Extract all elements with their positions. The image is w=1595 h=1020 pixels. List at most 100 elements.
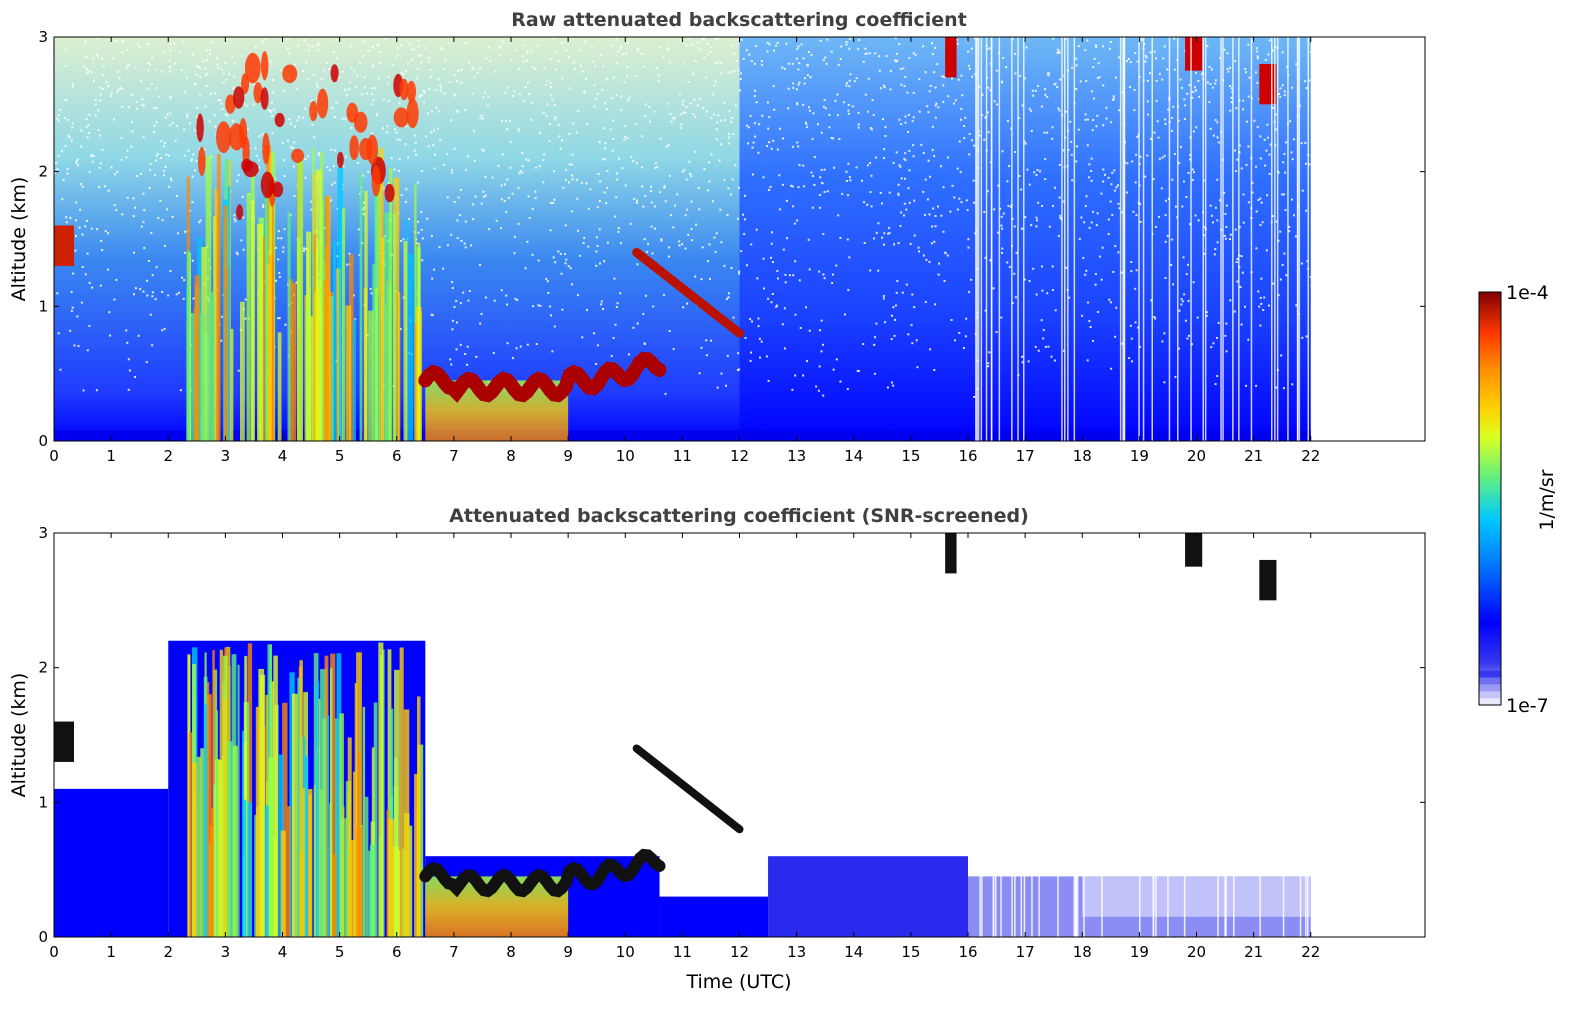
- raw-descending-cloud: [632, 247, 744, 338]
- raw-low-cloud: [54, 225, 74, 266]
- panel-raw-heatmap: [54, 37, 1313, 441]
- raw-cirrus: [1259, 63, 1277, 105]
- x-tick-label: 22: [1301, 447, 1320, 465]
- x-tick-label: 7: [449, 447, 459, 465]
- screened-descending-cloud: [632, 744, 744, 834]
- panel-screened: Attenuated backscattering coefficient (S…: [8, 505, 1426, 993]
- x-tick-label: 4: [278, 943, 288, 961]
- x-tick-label: 1: [106, 943, 116, 961]
- x-tick-label: 12: [730, 447, 749, 465]
- panel-screened-xlabel: Time (UTC): [685, 971, 791, 993]
- colorbar-band: [1479, 698, 1501, 705]
- x-tick-label: 8: [506, 943, 516, 961]
- colorbar: 1e-4 1e-7 1/m/sr: [1478, 282, 1558, 717]
- x-tick-label: 8: [506, 447, 516, 465]
- x-tick-label: 14: [844, 943, 863, 961]
- panel-screened-title: Attenuated backscattering coefficient (S…: [449, 505, 1029, 527]
- colorbar-gradient: [1479, 292, 1501, 705]
- colorbar-band: [1479, 691, 1501, 699]
- screened-region: [768, 856, 968, 937]
- x-tick-label: 20: [1187, 943, 1206, 961]
- y-tick-label: 1: [38, 793, 48, 811]
- x-tick-label: 3: [221, 447, 231, 465]
- screened-cirrus: [1259, 559, 1277, 601]
- x-tick-label: 12: [730, 943, 749, 961]
- x-tick-label: 16: [958, 447, 977, 465]
- x-tick-label: 9: [563, 447, 573, 465]
- y-tick-label: 2: [38, 659, 48, 677]
- x-tick-label: 13: [787, 447, 806, 465]
- x-tick-label: 18: [1073, 447, 1092, 465]
- x-tick-label: 9: [563, 943, 573, 961]
- x-tick-label: 21: [1244, 447, 1263, 465]
- colorbar-band: [1479, 684, 1501, 692]
- raw-plume-streaks: [186, 145, 422, 441]
- x-tick-label: 5: [335, 447, 345, 465]
- x-tick-label: 17: [1016, 943, 1035, 961]
- x-tick-label: 3: [221, 943, 231, 961]
- colorbar-frame: [1478, 291, 1502, 706]
- y-tick-label: 3: [38, 28, 48, 46]
- screened-light-zone: [1082, 876, 1311, 917]
- raw-ground-strip: [54, 430, 1311, 441]
- x-tick-label: 15: [901, 943, 920, 961]
- x-tick-label: 1: [106, 447, 116, 465]
- panel-screened-heatmap: [54, 533, 1311, 937]
- colorbar-band: [1479, 670, 1501, 678]
- x-tick-label: 6: [392, 447, 402, 465]
- x-tick-label: 7: [449, 943, 459, 961]
- raw-cirrus: [1185, 37, 1203, 71]
- x-tick-label: 2: [163, 943, 173, 961]
- screened-gaps: [979, 869, 1309, 937]
- x-tick-label: 14: [844, 447, 863, 465]
- x-tick-label: 18: [1073, 943, 1092, 961]
- screened-plume-streaks: [187, 642, 424, 937]
- screened-region: [54, 788, 169, 937]
- colorbar-bands: [1479, 670, 1501, 705]
- panel-raw-ylabel: Altitude (km): [8, 177, 30, 302]
- x-tick-label: 22: [1301, 943, 1320, 961]
- y-tick-label: 2: [38, 163, 48, 181]
- raw-cirrus: [945, 37, 957, 78]
- screened-bl-top: [419, 848, 666, 898]
- colorbar-unit-label: 1/m/sr: [1536, 469, 1558, 530]
- screened-cirrus: [1185, 533, 1203, 567]
- x-tick-label: 17: [1016, 447, 1035, 465]
- x-tick-label: 13: [787, 943, 806, 961]
- colorbar-max-label: 1e-4: [1506, 282, 1549, 304]
- colorbar-min-label: 1e-7: [1506, 695, 1549, 717]
- screened-low-cloud: [54, 721, 74, 762]
- x-tick-label: 6: [392, 943, 402, 961]
- x-tick-label: 21: [1244, 943, 1263, 961]
- raw-background-right: [739, 37, 1311, 441]
- x-tick-label: 2: [163, 447, 173, 465]
- colorbar-band: [1479, 677, 1501, 685]
- x-tick-label: 19: [1130, 447, 1149, 465]
- x-tick-label: 5: [335, 943, 345, 961]
- x-tick-label: 0: [49, 943, 59, 961]
- panel-raw-title: Raw attenuated backscattering coefficien…: [511, 9, 967, 31]
- y-tick-label: 0: [38, 928, 48, 946]
- raw-bl-top: [418, 351, 667, 403]
- y-tick-label: 1: [38, 297, 48, 315]
- x-tick-label: 16: [958, 943, 977, 961]
- screened-cirrus: [945, 533, 957, 574]
- raw-gaps: [975, 37, 1309, 441]
- panel-raw: Raw attenuated backscattering coefficien…: [8, 9, 1426, 465]
- x-tick-label: 15: [901, 447, 920, 465]
- screened-region: [659, 896, 769, 937]
- x-tick-label: 19: [1130, 943, 1149, 961]
- raw-plume-cores: [196, 51, 419, 221]
- panel-screened-ylabel: Altitude (km): [8, 673, 30, 798]
- x-tick-label: 10: [616, 447, 635, 465]
- x-tick-label: 0: [49, 447, 59, 465]
- y-tick-label: 3: [38, 524, 48, 542]
- x-tick-label: 20: [1187, 447, 1206, 465]
- x-tick-label: 10: [616, 943, 635, 961]
- x-tick-label: 4: [278, 447, 288, 465]
- x-tick-label: 11: [673, 447, 692, 465]
- y-tick-label: 0: [38, 432, 48, 450]
- x-tick-label: 11: [673, 943, 692, 961]
